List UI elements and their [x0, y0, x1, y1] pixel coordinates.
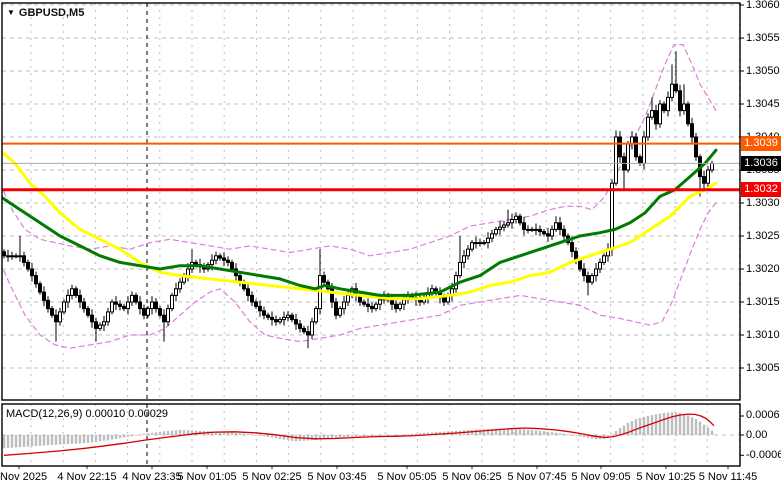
- time-tick-label: 4 Nov 22:15: [57, 471, 117, 483]
- macd-scale-label: 0.00: [746, 428, 768, 441]
- macd-scale-label: 0.0006: [746, 409, 780, 422]
- macd-indicator-label: MACD(12,26,9) 0.00010 0.00029: [6, 408, 169, 420]
- price-tick-label: 1.3045: [746, 97, 780, 110]
- symbol-dropdown-icon[interactable]: ▼: [7, 8, 15, 17]
- price-badge: 1.3036: [741, 155, 781, 171]
- price-tick-label: 1.3010: [746, 328, 780, 341]
- price-tick-label: 1.3060: [746, 0, 780, 11]
- price-tick-label: 1.3015: [746, 295, 780, 308]
- price-tick-label: 1.3025: [746, 229, 780, 242]
- price-badge: 1.3039: [741, 136, 781, 152]
- time-tick-label: 4 Nov 23:35: [122, 471, 182, 483]
- price-tick-label: 1.3055: [746, 31, 780, 44]
- time-tick-label: 5 Nov 09:05: [571, 471, 631, 483]
- time-tick-label: 5 Nov 07:45: [507, 471, 567, 483]
- price-tick-label: 1.3020: [746, 262, 780, 275]
- time-tick-label: 5 Nov 02:25: [242, 471, 302, 483]
- price-tick-label: 1.3030: [746, 196, 780, 209]
- time-tick-label: 5 Nov 10:25: [636, 471, 696, 483]
- time-tick-label: 5 Nov 03:45: [307, 471, 367, 483]
- time-tick-label: 5 Nov 06:25: [442, 471, 502, 483]
- symbol-title: ▼ GBPUSD,M5: [7, 7, 84, 19]
- time-tick-label: 5 Nov 01:05: [177, 471, 237, 483]
- price-tick-label: 1.3050: [746, 64, 780, 77]
- price-badge: 1.3032: [741, 182, 781, 198]
- symbol-label: GBPUSD,M5: [18, 7, 85, 19]
- time-tick-label: 5 Nov 05:05: [377, 471, 437, 483]
- price-tick-label: 1.3005: [746, 361, 780, 374]
- time-tick-label: 5 Nov 11:45: [698, 471, 758, 483]
- time-tick-label: 4 Nov 2025: [0, 471, 48, 483]
- macd-scale-label: -0.00064: [746, 448, 781, 461]
